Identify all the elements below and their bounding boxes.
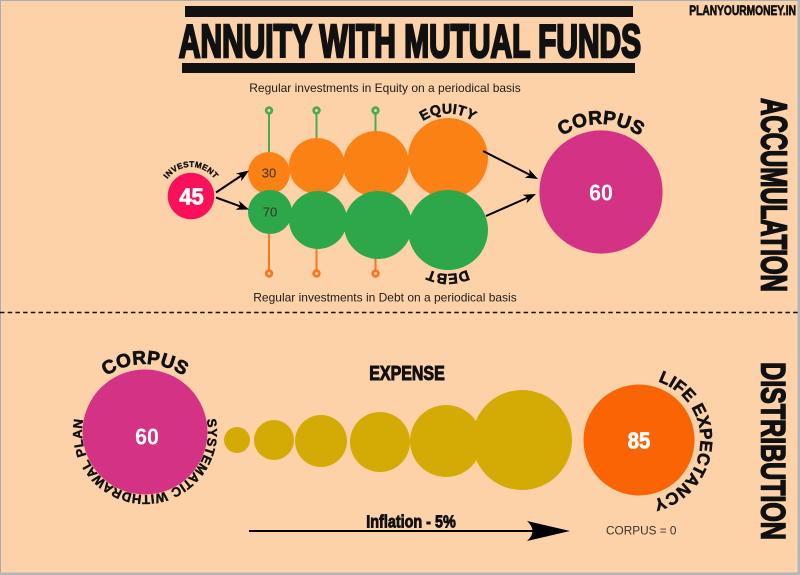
svg-text:60: 60 <box>135 424 159 450</box>
svg-text:60: 60 <box>589 180 613 206</box>
svg-text:Regular investments in Debt on: Regular investments in Debt on a periodi… <box>253 291 516 305</box>
svg-text:Regular investments in Equity: Regular investments in Equity on a perio… <box>249 81 520 95</box>
svg-text:ACCUMULATION: ACCUMULATION <box>753 98 793 292</box>
svg-text:DISTRIBUTION: DISTRIBUTION <box>754 362 792 540</box>
svg-text:ANNUITY WITH MUTUAL FUNDS: ANNUITY WITH MUTUAL FUNDS <box>179 17 641 68</box>
svg-text:30: 30 <box>262 166 276 181</box>
svg-text:85: 85 <box>628 427 651 454</box>
svg-text:45: 45 <box>179 183 203 210</box>
svg-text:70: 70 <box>263 205 277 220</box>
svg-text:Inflation - 5%: Inflation - 5% <box>366 512 456 532</box>
svg-text:PLANYOURMONEY.IN: PLANYOURMONEY.IN <box>689 2 796 18</box>
svg-text:CORPUS = 0: CORPUS = 0 <box>606 524 677 538</box>
svg-text:EXPENSE: EXPENSE <box>369 361 445 384</box>
